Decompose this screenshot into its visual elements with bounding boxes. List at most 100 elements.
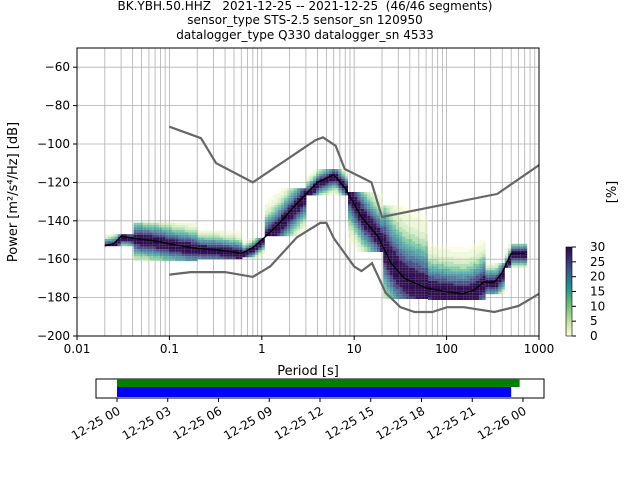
density-cell (402, 265, 406, 268)
density-cell (223, 242, 227, 245)
density-cell (178, 241, 182, 245)
density-cell (472, 276, 476, 279)
density-cell (165, 229, 169, 233)
density-cell (284, 233, 288, 237)
density-cell (412, 215, 416, 218)
density-cell (360, 213, 364, 216)
density-cell (290, 226, 294, 229)
y-tick-label: −60 (45, 60, 70, 74)
density-cell (239, 237, 243, 240)
density-cell (479, 247, 483, 250)
density-cell (309, 190, 313, 193)
density-cell (463, 292, 467, 296)
density-cell (277, 209, 281, 213)
density-cell (293, 217, 297, 220)
density-cell (501, 265, 505, 268)
density-cell (152, 251, 156, 254)
density-cell (191, 256, 195, 259)
density-cell (322, 171, 326, 174)
density-cell (162, 232, 166, 235)
density-cell (392, 222, 396, 225)
x-tick-label: 10 (347, 342, 362, 356)
density-cell (415, 263, 419, 266)
density-cell (268, 200, 272, 203)
density-cell (453, 256, 457, 260)
density-cell (168, 246, 172, 250)
density-cell (194, 229, 198, 233)
density-cell (210, 244, 214, 248)
density-cell (386, 287, 390, 290)
density-cell (392, 272, 396, 275)
density-cell (194, 239, 198, 242)
density-cell (383, 260, 387, 263)
density-cell (386, 260, 390, 263)
density-cell (514, 246, 518, 249)
density-cell (226, 244, 230, 248)
density-cell (357, 192, 361, 195)
density-cell (463, 273, 467, 276)
density-cell (373, 213, 377, 216)
density-cell (444, 259, 448, 262)
density-cell (472, 254, 476, 257)
density-cell (418, 279, 422, 283)
density-cell (152, 258, 156, 262)
density-cell (207, 244, 211, 248)
density-cell (306, 185, 310, 189)
density-cell (376, 199, 380, 202)
coverage-tick-label: 12-25 15 (323, 404, 377, 443)
density-cell (152, 232, 156, 235)
density-cell (389, 277, 393, 280)
density-cell (172, 258, 176, 262)
density-cell (386, 239, 390, 242)
density-cell (392, 231, 396, 235)
density-cell (348, 206, 352, 209)
density-cell (412, 263, 416, 266)
density-cell (431, 271, 435, 274)
density-cell (453, 297, 457, 300)
density-cell (332, 176, 336, 179)
density-cell (280, 226, 284, 229)
density-cell (444, 252, 448, 255)
density-cell (344, 178, 348, 181)
density-cell (293, 197, 297, 201)
density-cell (351, 244, 355, 248)
density-cell (146, 227, 150, 230)
density-cell (463, 283, 467, 286)
density-cell (466, 254, 470, 257)
density-cell (207, 230, 211, 233)
density-cell (408, 267, 412, 271)
density-cell (332, 190, 336, 193)
density-cell (389, 294, 393, 297)
density-cell (485, 263, 489, 266)
density-cell (418, 217, 422, 220)
density-cell (405, 289, 409, 292)
density-cell (514, 248, 518, 251)
density-cell (204, 230, 208, 233)
density-cell (146, 249, 150, 252)
density-cell (472, 244, 476, 248)
density-cell (482, 285, 486, 288)
density-cell (229, 235, 233, 238)
density-cell (274, 217, 278, 220)
density-cell (376, 220, 380, 224)
density-cell (287, 195, 291, 198)
density-cell (370, 211, 374, 214)
density-cell (424, 294, 428, 297)
density-cell (421, 248, 425, 251)
density-cell (156, 227, 160, 230)
density-cell (453, 271, 457, 274)
density-cell (440, 264, 444, 267)
density-cell (216, 247, 220, 250)
density-cell (159, 237, 163, 240)
density-cell (293, 207, 297, 210)
density-cell (453, 254, 457, 257)
density-cell (136, 246, 140, 250)
density-cell (386, 229, 390, 232)
density-cell (498, 289, 502, 292)
density-cell (402, 246, 406, 249)
density-cell (402, 287, 406, 290)
density-cell (290, 188, 294, 191)
density-cell (360, 249, 364, 252)
density-cell (476, 280, 480, 284)
density-cell (373, 240, 377, 243)
